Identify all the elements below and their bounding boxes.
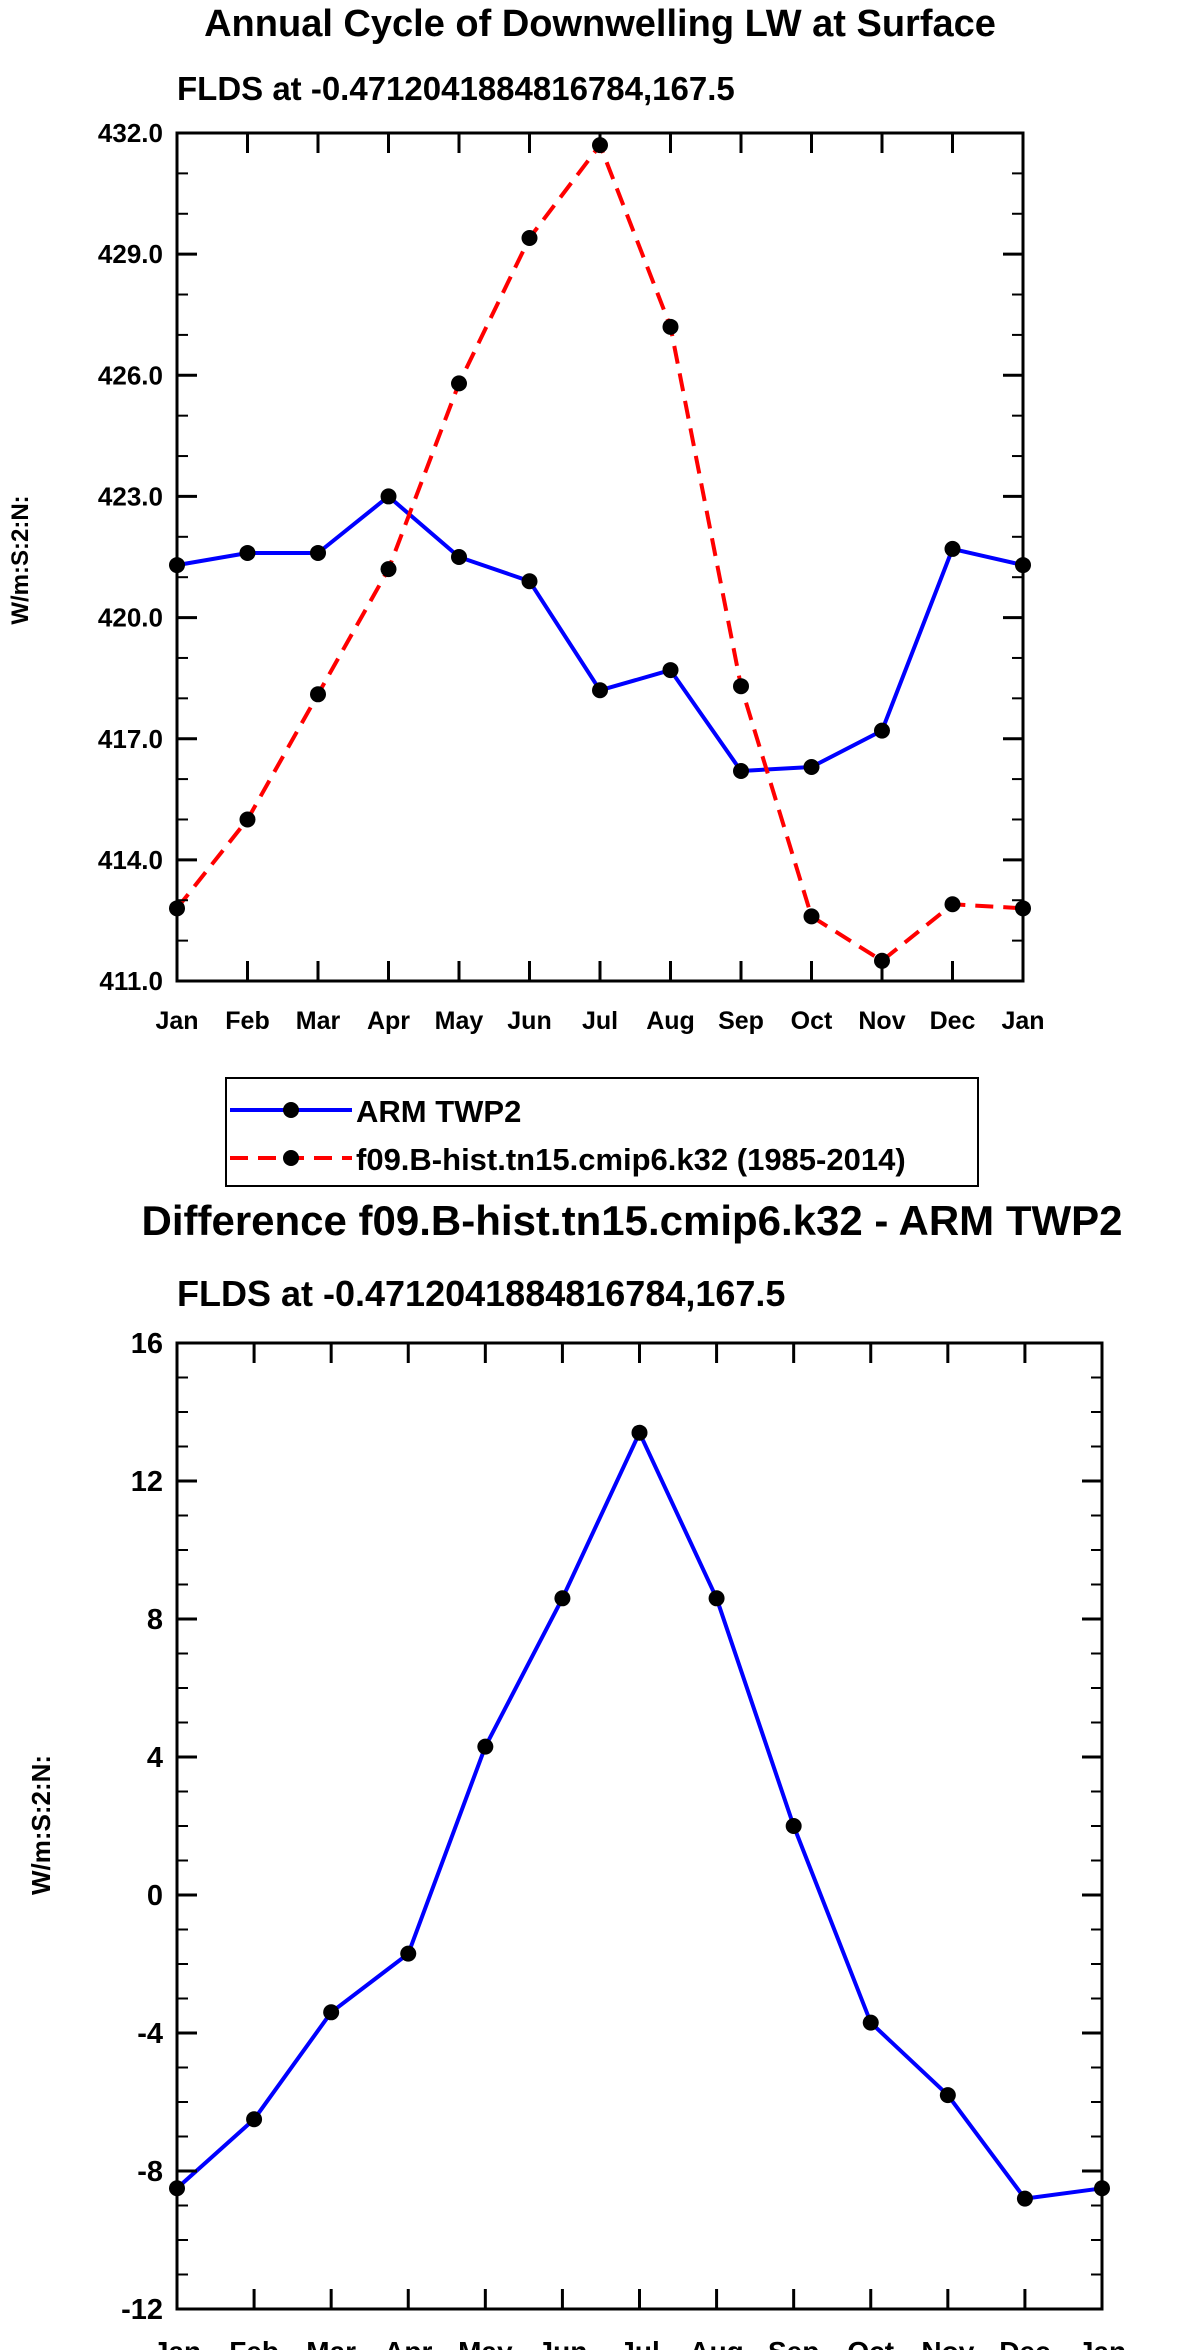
x-tick-label: Mar (306, 2336, 356, 2350)
data-point (554, 1590, 571, 1607)
data-point (592, 682, 608, 699)
data-point (944, 540, 961, 557)
plot-frame (175, 1341, 1104, 2311)
x-tick-label: May (435, 1007, 484, 1035)
x-tick-label: Dec (999, 2336, 1050, 2350)
legend-box (225, 1077, 979, 1187)
data-point (477, 1738, 494, 1755)
series-line-0 (176, 494, 1024, 773)
data-point (803, 908, 820, 925)
chart-subtitle: FLDS at -0.4712041884816784,167.5 (177, 70, 735, 107)
x-tick-label: Nov (921, 2336, 974, 2350)
data-point (785, 1818, 802, 1834)
data-point (239, 811, 256, 828)
data-point (521, 229, 538, 246)
legend-label-model: f09.B-hist.tn15.cmip6.k32 (1985-2014) (356, 1142, 906, 1177)
data-point (380, 561, 397, 578)
y-axis-label: W/m:S:2:N: (7, 495, 34, 624)
data-point (874, 722, 890, 739)
x-tick-label: Jun (507, 1007, 551, 1035)
data-point (874, 952, 890, 969)
data-point (939, 2087, 956, 2104)
y-tick-label: 429.0 (98, 239, 163, 269)
data-point (1016, 2190, 1033, 2207)
data-point (803, 758, 820, 775)
difference-chart: Difference f09.B-hist.tn15.cmip6.k32 - A… (26, 1197, 1126, 2350)
x-tick-label: May (458, 2336, 513, 2350)
x-tick-label: Mar (296, 1007, 341, 1035)
data-point (323, 2004, 340, 2021)
data-point (246, 2111, 263, 2128)
legend-marker-arm (283, 1102, 299, 1118)
x-tick-label: Jul (619, 2336, 659, 2350)
data-point (733, 763, 749, 780)
x-tick-label: Apr (367, 1007, 410, 1035)
data-point (239, 544, 256, 561)
data-point (310, 686, 326, 703)
y-tick-label: -4 (137, 2018, 163, 2050)
data-point (400, 1945, 417, 1962)
y-axis-label: W/m:S:2:N: (26, 1755, 56, 1895)
legend-label-arm: ARM TWP2 (356, 1094, 521, 1129)
x-tick-label: Jan (153, 2336, 201, 2350)
y-tick-label: -12 (121, 2294, 163, 2326)
x-tick-label: Feb (225, 1007, 269, 1035)
x-tick-label: Oct (847, 2336, 894, 2350)
y-tick-label: 426.0 (98, 360, 163, 390)
chart-title: Annual Cycle of Downwelling LW at Surfac… (204, 3, 996, 45)
legend: ARM TWP2 f09.B-hist.tn15.cmip6.k32 (1985… (225, 1077, 979, 1187)
x-tick-label: Sep (718, 1007, 764, 1035)
plot-frame (175, 131, 1025, 983)
chart-title: Difference f09.B-hist.tn15.cmip6.k32 - A… (141, 1197, 1122, 1244)
data-point (310, 544, 326, 561)
data-point (451, 549, 467, 565)
data-point (862, 2014, 879, 2031)
y-tick-label: 4 (147, 1742, 163, 1774)
y-tick-label: -8 (137, 2156, 163, 2188)
y-tick-label: 0 (147, 1880, 163, 1912)
y-tick-label: 8 (147, 1604, 163, 1636)
data-point (451, 375, 467, 392)
x-tick-label: Oct (791, 1007, 833, 1035)
y-tick-label: 432.0 (98, 118, 163, 148)
x-tick-label: Feb (229, 2336, 279, 2350)
data-point (662, 318, 679, 335)
data-point (521, 573, 538, 590)
series-line-0 (175, 1430, 1103, 2201)
x-tick-label: Jan (1001, 1007, 1044, 1035)
x-tick-label: Aug (646, 1007, 695, 1035)
y-tick-label: 423.0 (98, 482, 163, 512)
data-point (631, 1424, 648, 1441)
data-point (708, 1590, 725, 1607)
x-tick-label: Sep (768, 2336, 819, 2350)
chart-subtitle: FLDS at -0.4712041884816784,167.5 (177, 1273, 785, 1314)
x-tick-label: Jan (1078, 2336, 1126, 2350)
annual-cycle-chart: Annual Cycle of Downwelling LW at Surfac… (7, 3, 1045, 1035)
y-tick-label: 12 (131, 1466, 163, 1498)
data-point (944, 896, 961, 913)
data-point (662, 662, 679, 679)
y-tick-label: 411.0 (99, 966, 163, 996)
y-tick-label: 420.0 (98, 603, 163, 633)
y-tick-label: 417.0 (98, 724, 163, 754)
x-tick-label: Nov (858, 1007, 905, 1035)
data-point (380, 488, 397, 505)
legend-marker-model (283, 1150, 299, 1166)
y-tick-label: 414.0 (98, 845, 163, 875)
x-tick-label: Jun (538, 2336, 588, 2350)
x-tick-label: Jul (582, 1007, 618, 1035)
y-tick-label: 16 (131, 1328, 163, 1360)
x-tick-label: Jan (155, 1007, 198, 1035)
data-point (733, 678, 749, 695)
x-tick-label: Aug (689, 2336, 743, 2350)
x-tick-label: Dec (930, 1007, 976, 1035)
x-tick-label: Apr (384, 2336, 432, 2350)
